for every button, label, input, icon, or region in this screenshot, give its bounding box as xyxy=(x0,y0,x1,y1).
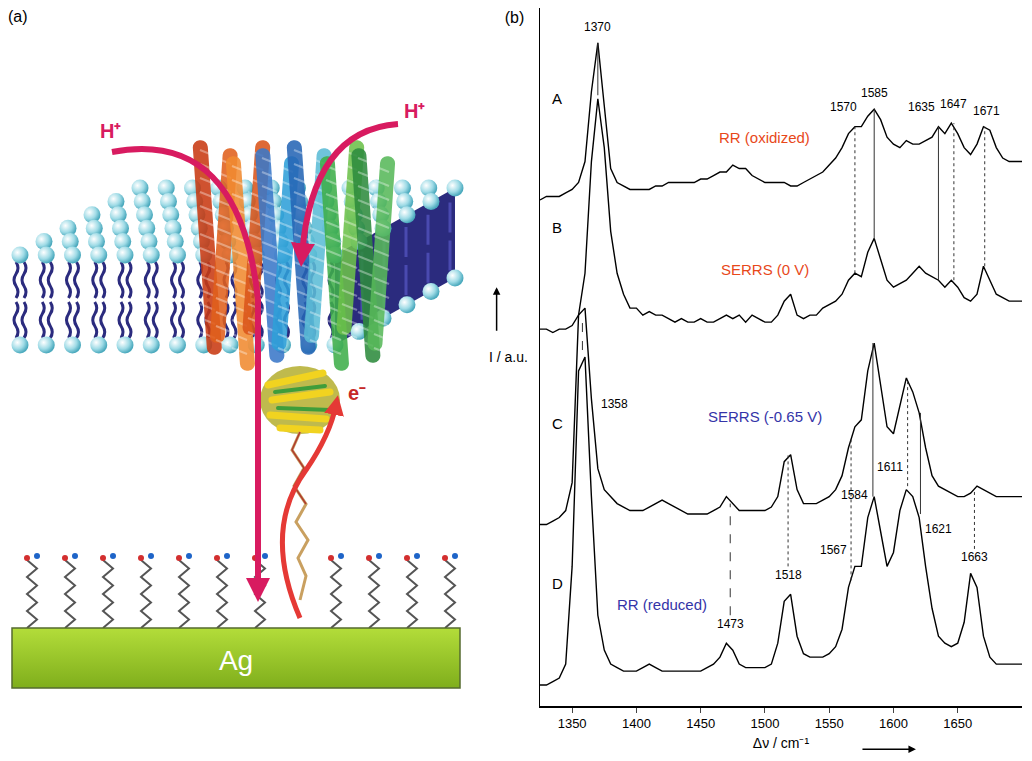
svg-text:1611: 1611 xyxy=(877,460,903,474)
svg-text:H⁺: H⁺ xyxy=(100,120,121,142)
svg-text:1570: 1570 xyxy=(830,100,857,114)
svg-text:SERRS (0 V): SERRS (0 V) xyxy=(721,261,809,278)
svg-text:1350: 1350 xyxy=(558,716,587,731)
svg-text:1671: 1671 xyxy=(973,104,1000,118)
svg-text:1500: 1500 xyxy=(750,716,779,731)
svg-text:e⁻: e⁻ xyxy=(348,382,366,404)
svg-text:C: C xyxy=(552,415,563,432)
svg-text:1585: 1585 xyxy=(861,86,888,100)
svg-text:RR (oxidized): RR (oxidized) xyxy=(719,129,810,146)
svg-text:1584: 1584 xyxy=(841,488,868,502)
svg-text:1370: 1370 xyxy=(584,20,611,34)
svg-text:SERRS (-0.65 V): SERRS (-0.65 V) xyxy=(708,408,822,425)
svg-text:RR (reduced): RR (reduced) xyxy=(617,596,707,613)
svg-text:1518: 1518 xyxy=(775,568,802,582)
svg-text:1550: 1550 xyxy=(815,716,844,731)
svg-text:D: D xyxy=(552,575,563,592)
svg-text:1400: 1400 xyxy=(622,716,651,731)
svg-text:1600: 1600 xyxy=(879,716,908,731)
svg-text:1567: 1567 xyxy=(820,543,847,557)
svg-text:(b): (b) xyxy=(505,9,525,26)
svg-text:1650: 1650 xyxy=(943,716,972,731)
svg-text:Ag: Ag xyxy=(219,645,253,676)
svg-text:Δν / cm⁻¹: Δν / cm⁻¹ xyxy=(753,735,810,751)
svg-text:H⁺: H⁺ xyxy=(404,100,425,122)
svg-text:1663: 1663 xyxy=(961,550,988,564)
svg-text:(a): (a) xyxy=(8,8,28,25)
svg-text:1621: 1621 xyxy=(925,522,952,536)
svg-text:1647: 1647 xyxy=(940,97,967,111)
svg-text:1473: 1473 xyxy=(717,617,744,631)
svg-text:1635: 1635 xyxy=(908,100,935,114)
svg-text:I / a.u.: I / a.u. xyxy=(489,349,528,365)
svg-text:1358: 1358 xyxy=(601,397,628,411)
svg-text:A: A xyxy=(552,90,562,107)
svg-text:1450: 1450 xyxy=(686,716,715,731)
svg-text:B: B xyxy=(552,219,562,236)
